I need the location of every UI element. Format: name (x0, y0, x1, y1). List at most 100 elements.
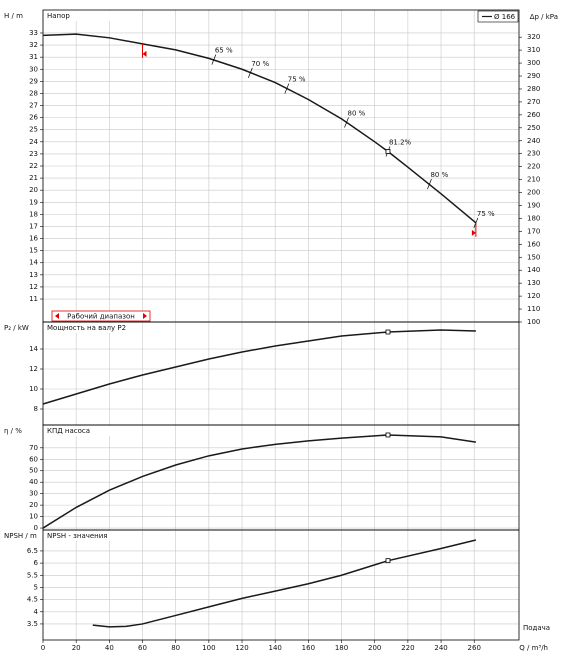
y2-tick-label: 300 (527, 59, 540, 67)
range-label: Рабочий диапазон (67, 313, 135, 321)
y2-tick-label: 130 (527, 279, 540, 287)
y-tick-label: 3.5 (27, 620, 38, 628)
panel (42, 321, 520, 426)
y-tick-label: 6 (34, 559, 39, 567)
curve (42, 33, 477, 224)
efficiency-label: 65 % (215, 47, 233, 55)
y2-tick-label: 240 (527, 137, 540, 145)
y-tick-label: 30 (29, 65, 38, 73)
y-tick-label: 29 (29, 77, 38, 85)
range-arrow (471, 229, 476, 236)
efficiency-tick (284, 83, 290, 94)
y2-tick-label: 170 (527, 227, 540, 235)
y-tick-label: 14 (29, 259, 38, 267)
x-tick-label: 200 (368, 644, 381, 652)
panel-title-bg (44, 426, 134, 436)
efficiency-label: 75 % (477, 210, 495, 218)
panel (42, 424, 520, 531)
duty-point (385, 329, 391, 335)
panel-title: Мощность на валу P2 (47, 324, 126, 332)
x-tick-label: 0 (41, 644, 45, 652)
x-tick-label: 20 (72, 644, 81, 652)
y-tick-label: 70 (29, 444, 38, 452)
duty-point (385, 432, 391, 438)
y-tick-label: 4 (34, 608, 39, 616)
y-tick-label: 13 (29, 271, 38, 279)
x-axis-title: Q / m³/h (519, 644, 548, 652)
panel-title: КПД насоса (47, 427, 90, 435)
y-tick-label: 18 (29, 210, 38, 218)
y2-axis-title: Δp / kPa (530, 13, 558, 21)
efficiency-tick (427, 179, 432, 190)
x-tick-label: 60 (138, 644, 147, 652)
y-tick-label: 11 (29, 295, 38, 303)
x-tick-label: 80 (171, 644, 180, 652)
x-tick-label: 180 (335, 644, 348, 652)
panel-title: NPSH - значения (47, 532, 108, 540)
y-tick-label: 40 (29, 478, 38, 486)
y-axis-title: η / % (4, 427, 22, 435)
y-tick-label: 5.5 (27, 571, 38, 579)
y-axis-title: NPSH / m (4, 532, 37, 540)
x-tick-label: 40 (105, 644, 114, 652)
duty-point (385, 558, 391, 564)
y2-tick-label: 250 (527, 124, 540, 132)
efficiency-label: 75 % (288, 76, 306, 84)
curve (42, 329, 476, 405)
y-tick-label: 50 (29, 467, 38, 475)
y2-tick-label: 270 (527, 98, 540, 106)
y-tick-label: 28 (29, 89, 38, 97)
y-tick-label: 17 (29, 222, 38, 230)
efficiency-tick (344, 117, 349, 128)
y2-tick-label: 290 (527, 72, 540, 80)
y-tick-label: 25 (29, 126, 38, 134)
legend-label: Ø 166 (494, 13, 516, 21)
y2-tick-label: 310 (527, 46, 540, 54)
y-tick-label: 12 (29, 283, 38, 291)
y2-tick-label: 140 (527, 266, 540, 274)
y2-tick-label: 120 (527, 292, 540, 300)
y-tick-label: 23 (29, 150, 38, 158)
y-tick-label: 14 (29, 345, 38, 353)
efficiency-label: 80 % (348, 109, 366, 117)
y-tick-label: 19 (29, 198, 38, 206)
y2-tick-label: 210 (527, 176, 540, 184)
x-tick-label: 260 (468, 644, 481, 652)
y-tick-label: 4.5 (27, 596, 38, 604)
y-tick-label: 0 (34, 524, 38, 532)
panel-title-bg (44, 11, 134, 21)
y2-tick-label: 200 (527, 189, 540, 197)
y-tick-label: 30 (29, 490, 38, 498)
y2-tick-label: 280 (527, 85, 540, 93)
y-tick-label: 6.5 (27, 547, 38, 555)
y-tick-label: 33 (29, 29, 38, 37)
y-tick-label: 24 (29, 138, 38, 146)
x-tick-label: 120 (235, 644, 248, 652)
y2-tick-label: 320 (527, 33, 540, 41)
y-tick-label: 20 (29, 186, 38, 194)
y-tick-label: 21 (29, 174, 38, 182)
x-axis-note: Подача (523, 624, 550, 632)
y-tick-label: 10 (29, 513, 38, 521)
panel-title: Напор (47, 12, 70, 20)
y-tick-label: 27 (29, 102, 38, 110)
y-tick-label: 20 (29, 501, 38, 509)
y-tick-label: 5 (34, 583, 38, 591)
y-tick-label: 31 (29, 53, 38, 61)
x-tick-label: 240 (434, 644, 447, 652)
legend (477, 10, 519, 23)
efficiency-label: 70 % (251, 60, 269, 68)
efficiency-tick (247, 67, 253, 79)
y-tick-label: 12 (29, 365, 38, 373)
curve (92, 539, 477, 628)
efficiency-label: 81.2% (389, 138, 412, 146)
y2-tick-label: 260 (527, 111, 540, 119)
range-arrow (142, 50, 147, 57)
y2-tick-label: 110 (527, 305, 540, 313)
y2-tick-label: 190 (527, 201, 540, 209)
range-box (51, 310, 151, 322)
y-tick-label: 26 (29, 114, 38, 122)
panel-title-bg (44, 531, 134, 541)
efficiency-label: 80 % (430, 171, 448, 179)
